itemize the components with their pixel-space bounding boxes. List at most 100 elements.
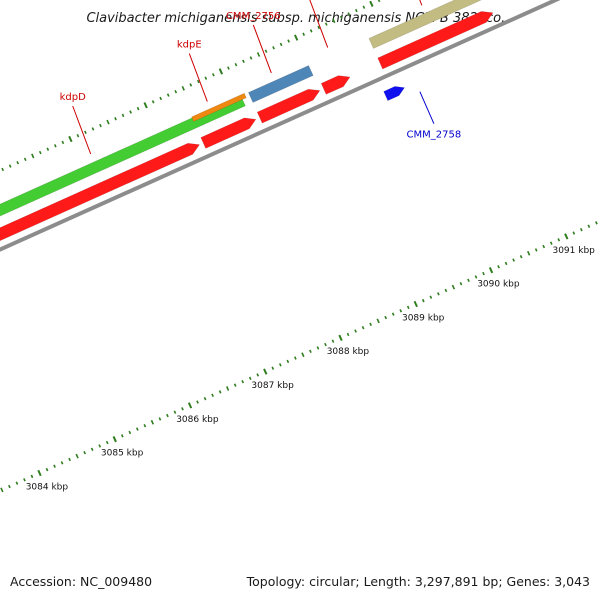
scale-tick: [354, 329, 357, 333]
gene-feature: [191, 92, 247, 122]
scale-tick: [225, 386, 230, 391]
scale-tick: [362, 5, 366, 9]
scale-tick: [181, 85, 185, 91]
scale-tick: [83, 451, 86, 455]
cds-feature: [320, 75, 351, 95]
scale-tick: [114, 117, 117, 121]
scale-tick: [564, 233, 569, 240]
scale-tick: [376, 318, 380, 324]
scale-tick: [332, 18, 336, 24]
gene-label-leader: [188, 53, 208, 102]
scale-tick: [218, 68, 224, 75]
scale-tick: [45, 467, 49, 472]
scale-tick: [99, 123, 102, 128]
scale-tick: [429, 295, 433, 299]
scale-tick: [309, 349, 312, 354]
scale-tick: [355, 8, 358, 13]
scale-tick: [84, 130, 87, 134]
cds-feature: [256, 88, 321, 124]
scale-tick: [421, 298, 425, 303]
scale-tick: [347, 12, 351, 16]
scale-tick: [324, 22, 328, 26]
scale-tick: [309, 29, 313, 33]
scale-tick: [399, 309, 403, 313]
scale-tick: [112, 436, 117, 443]
scale-tick: [150, 419, 155, 425]
scale-tick: [8, 164, 12, 168]
gene-label: CMM_2758: [407, 130, 462, 141]
gene-feature: [0, 95, 246, 217]
scale-tick: [68, 135, 73, 143]
scale-tick: [16, 161, 20, 165]
scale-tick: [316, 346, 320, 350]
scale-tick: [227, 66, 230, 70]
scale-tick: [324, 342, 327, 347]
scale-tick: [444, 288, 448, 293]
scale-tick: [76, 133, 80, 138]
scale-tick: [8, 484, 11, 489]
gene-label-leader: [419, 0, 423, 6]
scale-tick: [187, 402, 193, 409]
scale-tick: [256, 373, 260, 377]
cds-feature: [200, 117, 257, 149]
scale-tick: [158, 417, 162, 421]
scale-tick: [338, 334, 343, 341]
scale-tick: [90, 447, 94, 452]
scale-tick: [53, 464, 56, 468]
scale-tick: [23, 157, 27, 162]
scale-tick-label: 3086 kbp: [176, 415, 219, 425]
gene-label: CMM_2756: [226, 11, 281, 22]
scale-tick: [38, 150, 42, 155]
gene-label: kdpD: [60, 92, 86, 103]
sequence-backbone: [0, 0, 561, 252]
scale-tick: [512, 258, 515, 262]
scale-tick: [46, 147, 50, 151]
scale-tick: [234, 62, 238, 67]
scale-tick-label: 3091 kbp: [552, 246, 595, 256]
scale-tick: [174, 90, 178, 94]
cds-feature: [377, 11, 494, 70]
scale-tick: [271, 366, 275, 370]
scale-tick: [212, 73, 215, 77]
scale-tick: [143, 102, 148, 109]
scale-tick: [286, 359, 290, 364]
scale-tick: [361, 325, 365, 330]
scale-tick: [61, 140, 65, 145]
scale-tick: [572, 231, 576, 235]
scale-tick: [287, 39, 290, 43]
scale-tick: [196, 79, 200, 84]
scale-tick: [196, 400, 199, 404]
scale-tick: [105, 440, 109, 445]
scale-tick: [497, 265, 500, 269]
scale-tick: [317, 25, 321, 30]
scale-tick: [159, 96, 163, 101]
gene-feature: [248, 65, 314, 103]
scale-tick: [91, 127, 95, 131]
scale-tick: [302, 32, 306, 36]
scale-tick: [437, 292, 440, 296]
scale-tick: [166, 413, 169, 418]
genome-summary-text: Topology: circular; Length: 3,297,891 bp…: [246, 574, 590, 589]
scale-tick: [135, 427, 139, 431]
scale-tick: [369, 0, 374, 7]
scale-tick: [549, 241, 553, 245]
scale-tick: [151, 100, 155, 104]
scale-tick: [136, 106, 140, 111]
scale-tick: [1, 167, 4, 172]
scale-tick: [519, 254, 523, 259]
scale-tick: [279, 42, 283, 47]
scale-tick: [406, 305, 410, 310]
scale-tick: [233, 383, 237, 387]
scale-tick: [451, 284, 456, 290]
scale-tick: [369, 322, 372, 326]
scale-tick: [211, 393, 214, 397]
scale-tick-label: 3084 kbp: [26, 482, 69, 492]
scale-tick: [181, 407, 184, 411]
gene-feature: [383, 86, 406, 101]
scale-tick: [534, 248, 538, 252]
scale-tick-label: 3090 kbp: [477, 280, 520, 290]
scale-tick: [53, 144, 57, 148]
scale-tick: [242, 59, 245, 63]
scale-tick: [272, 46, 275, 50]
